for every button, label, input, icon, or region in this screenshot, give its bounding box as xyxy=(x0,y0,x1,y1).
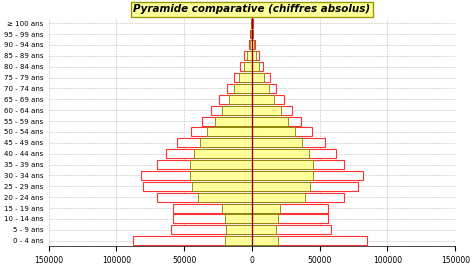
Bar xyxy=(252,149,336,158)
Bar xyxy=(225,236,252,245)
Bar xyxy=(252,62,264,71)
Bar xyxy=(250,40,252,49)
Bar xyxy=(177,138,252,147)
Bar xyxy=(192,182,252,191)
Bar xyxy=(252,19,253,28)
Bar xyxy=(202,116,252,126)
Bar xyxy=(219,95,252,104)
Bar xyxy=(157,193,252,202)
Bar xyxy=(226,225,252,234)
Bar xyxy=(252,40,255,49)
Bar xyxy=(252,40,254,49)
Bar xyxy=(173,204,252,213)
Bar xyxy=(190,160,252,169)
Title: Pyramide comparative (chiffres absolus): Pyramide comparative (chiffres absolus) xyxy=(133,4,371,14)
Bar xyxy=(252,193,344,202)
Bar xyxy=(252,236,367,245)
Bar xyxy=(251,19,252,28)
Bar xyxy=(225,214,252,223)
Bar xyxy=(252,95,274,104)
Bar xyxy=(222,204,252,213)
Bar xyxy=(252,225,276,234)
Bar xyxy=(252,204,328,213)
Bar xyxy=(228,84,252,93)
Bar xyxy=(252,214,278,223)
Bar xyxy=(252,19,253,28)
Bar xyxy=(252,128,311,136)
Bar xyxy=(157,160,252,169)
Bar xyxy=(133,236,252,245)
Bar xyxy=(252,116,288,126)
Bar xyxy=(222,106,252,115)
Bar xyxy=(252,84,269,93)
Bar xyxy=(252,73,270,82)
Bar xyxy=(252,160,313,169)
Bar xyxy=(166,149,252,158)
Bar xyxy=(191,128,252,136)
Bar xyxy=(234,73,252,82)
Bar xyxy=(252,149,309,158)
Bar xyxy=(252,116,301,126)
Bar xyxy=(229,95,252,104)
Bar xyxy=(252,95,284,104)
Bar xyxy=(252,62,259,71)
Bar xyxy=(252,106,292,115)
Bar xyxy=(250,30,252,38)
Bar xyxy=(141,171,252,180)
Bar xyxy=(252,51,256,60)
Bar xyxy=(252,214,328,223)
Bar xyxy=(252,160,344,169)
Bar xyxy=(144,182,252,191)
Bar xyxy=(207,128,252,136)
Bar xyxy=(252,30,253,38)
Bar xyxy=(252,30,253,38)
Bar xyxy=(171,225,252,234)
Bar xyxy=(252,73,264,82)
Bar xyxy=(251,30,252,38)
Bar xyxy=(252,193,305,202)
Bar xyxy=(252,182,358,191)
Bar xyxy=(245,51,252,60)
Bar xyxy=(190,171,252,180)
Bar xyxy=(252,51,259,60)
Bar xyxy=(252,138,325,147)
Bar xyxy=(173,214,252,223)
Bar xyxy=(240,62,252,71)
Bar xyxy=(252,182,310,191)
Bar xyxy=(201,138,252,147)
Bar xyxy=(252,138,302,147)
Bar xyxy=(252,171,313,180)
Bar xyxy=(244,62,252,71)
Bar xyxy=(252,128,295,136)
Bar xyxy=(193,149,252,158)
Bar xyxy=(252,225,330,234)
Bar xyxy=(252,106,281,115)
Bar xyxy=(234,84,252,93)
Bar xyxy=(247,51,252,60)
Bar xyxy=(198,193,252,202)
Bar xyxy=(211,106,252,115)
Bar xyxy=(252,204,281,213)
Bar xyxy=(252,236,278,245)
Bar xyxy=(251,19,252,28)
Bar xyxy=(252,84,275,93)
Bar xyxy=(252,171,363,180)
Bar xyxy=(248,40,252,49)
Bar xyxy=(215,116,252,126)
Bar xyxy=(239,73,252,82)
